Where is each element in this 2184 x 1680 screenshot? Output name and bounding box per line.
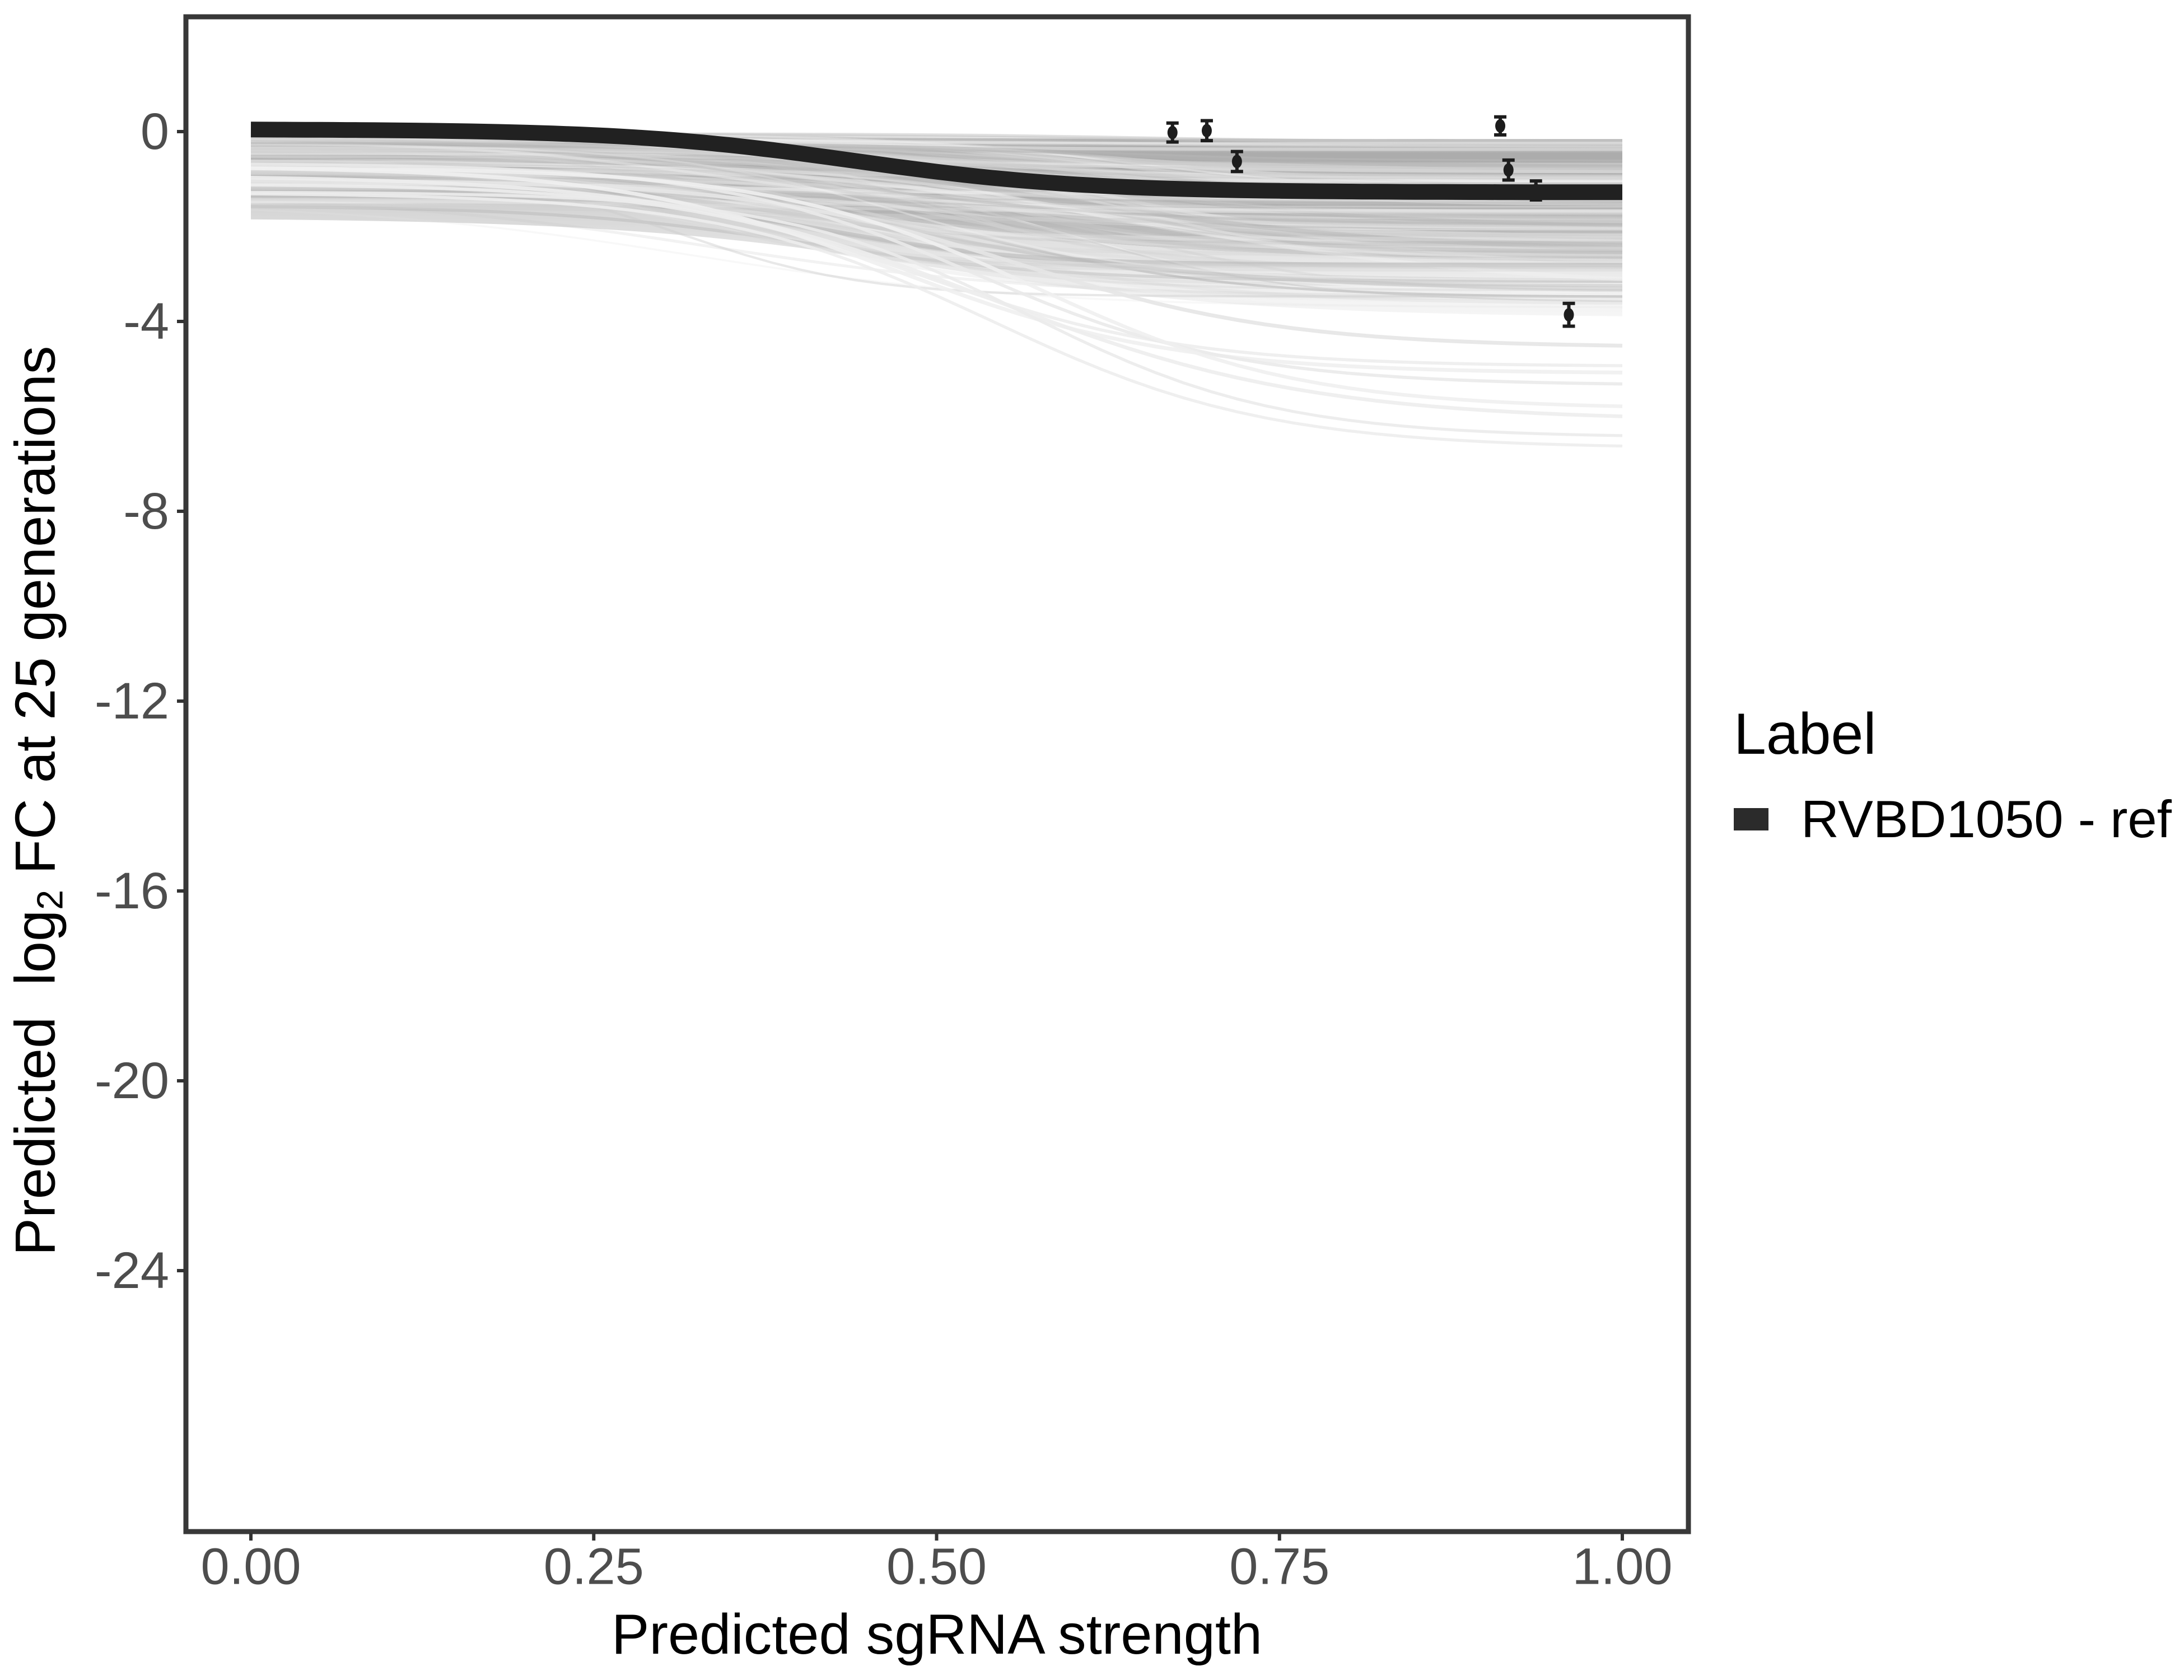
point-marker	[1201, 124, 1212, 138]
data-point	[1230, 150, 1243, 174]
ensemble-curve-outlier	[250, 178, 1623, 348]
data-point	[1502, 158, 1515, 182]
ensemble-curve	[250, 174, 1622, 209]
data-point	[1166, 121, 1179, 144]
ensemble-curve-outlier	[250, 176, 1623, 418]
panel-border	[183, 14, 1691, 1534]
ensemble-curve	[251, 151, 1623, 207]
y-tick-label: -24	[95, 1242, 169, 1299]
ensemble-curve	[250, 143, 1623, 281]
data-point	[1494, 115, 1507, 137]
data-point	[1200, 119, 1213, 143]
ensemble-curve	[250, 196, 1622, 225]
reference-line	[250, 122, 1622, 200]
point-marker	[1503, 163, 1514, 177]
ensemble-curve	[250, 138, 1622, 236]
ensemble-curve	[250, 165, 1623, 251]
point-marker	[1564, 308, 1574, 322]
y-tick-label: -16	[95, 862, 169, 920]
ensemble-curve-outlier	[250, 190, 1623, 437]
legend-title: Label	[1734, 702, 1877, 767]
ensemble-curve-outlier	[250, 166, 1623, 375]
y-tick-label: 0	[141, 103, 169, 160]
ensemble-curve	[250, 138, 1622, 170]
y-tick-label: -4	[123, 293, 169, 350]
y-axis-title: Predicted log2 FC at 25 generations	[4, 346, 71, 1256]
ensemble-curve	[250, 190, 1622, 202]
ensemble-curve	[250, 139, 1623, 226]
ensemble-curve-outlier	[250, 162, 1623, 386]
ensemble-curve	[250, 155, 1622, 214]
ensemble-curve	[250, 151, 1622, 202]
y-tick-label: -12	[95, 673, 169, 730]
data-point	[1562, 301, 1575, 328]
ensemble-curve	[250, 143, 1623, 216]
points-layer	[1166, 115, 1575, 328]
ensemble-curve	[250, 205, 1623, 283]
ensemble-curve	[250, 141, 1623, 188]
legend: Label RVBD1050 - ref	[1734, 701, 2172, 850]
y-axis-title-suffix: FC at 25 generations	[4, 346, 67, 890]
ensemble-curve	[250, 135, 1623, 262]
ensemble-curve-diver	[250, 170, 1622, 269]
ensemble-curve-outlier	[250, 192, 1623, 448]
legend-key-swatch	[1734, 808, 1768, 830]
y-axis-title-subscript: 2	[29, 889, 71, 910]
ensemble-curve	[250, 178, 1623, 287]
x-tick-label: 0.00	[200, 1538, 301, 1595]
data-layer	[250, 115, 1623, 448]
axes-layer: 0.00 0.25 0.50 0.75 1.00 0 -4 -8 -12 -16 -20 -24	[95, 103, 1673, 1595]
ensemble-curve	[250, 146, 1623, 220]
ensemble-curve	[250, 138, 1623, 180]
x-tick-label: 0.50	[886, 1538, 987, 1595]
ensemble-curve	[250, 205, 1623, 249]
ensemble-curve	[250, 199, 1622, 213]
y-tick-label: -20	[95, 1052, 169, 1109]
legend-entry-label: RVBD1050 - ref	[1801, 790, 2172, 848]
y-tick-label: -8	[123, 483, 169, 540]
point-marker	[1167, 125, 1178, 139]
x-tick-label: 0.75	[1229, 1538, 1329, 1595]
ensemble-curve	[251, 139, 1623, 237]
point-marker	[1495, 119, 1506, 133]
ensemble-curve-outlier	[250, 166, 1623, 408]
ensemble-curve	[250, 156, 1623, 282]
x-tick-label: 1.00	[1572, 1538, 1672, 1595]
ensemble-curve	[250, 141, 1622, 212]
point-marker	[1231, 155, 1242, 169]
legend-entry: RVBD1050 - ref	[1734, 789, 2172, 850]
ensemble-curve	[250, 142, 1623, 169]
ensemble-curve	[251, 163, 1623, 302]
ensemble-curve	[250, 150, 1623, 213]
y-axis-title-prefix: Predicted log	[4, 909, 67, 1256]
ensemble-curve	[250, 159, 1622, 220]
ensemble-curve	[250, 155, 1623, 230]
x-tick-label: 0.25	[544, 1538, 644, 1595]
x-axis-title: Predicted sgRNA strength	[611, 1603, 1263, 1666]
ensemble-curve-outlier	[250, 183, 1623, 367]
ensemble-curve	[250, 175, 1623, 254]
